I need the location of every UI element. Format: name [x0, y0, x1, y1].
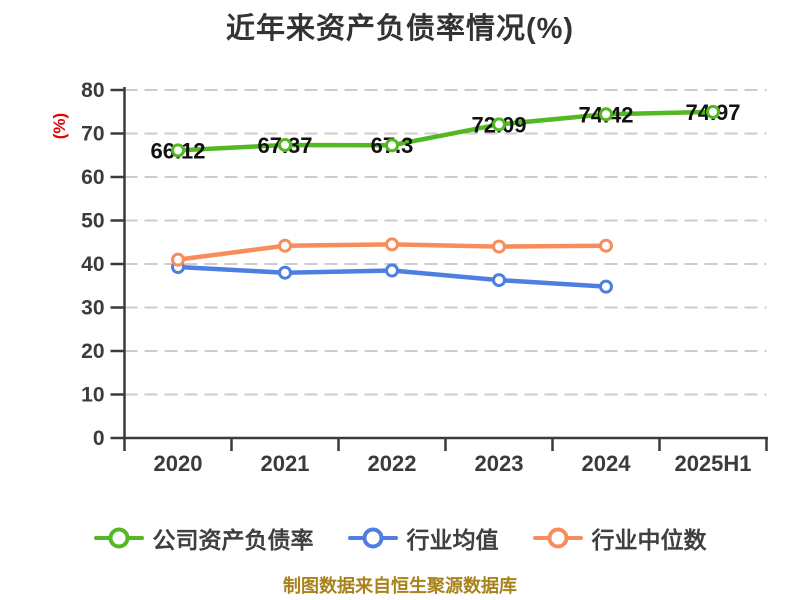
data-point-marker: [492, 273, 506, 288]
data-point-marker: [171, 252, 185, 267]
data-point-marker: [278, 238, 292, 253]
y-tick-label: 0: [93, 427, 105, 450]
data-point-marker: [599, 279, 613, 294]
legend-item-2[interactable]: 行业中位数: [532, 521, 707, 555]
x-tick-label: 2024: [582, 451, 632, 476]
y-tick-label: 30: [81, 297, 104, 320]
y-tick-label: 40: [81, 253, 104, 276]
legend-item-0[interactable]: 公司资产负债率: [93, 521, 314, 555]
y-tick-label: 50: [81, 210, 104, 233]
legend-label: 行业中位数: [591, 527, 707, 553]
x-tick-label: 2023: [475, 451, 524, 476]
legend-label: 行业均值: [406, 527, 499, 553]
data-point-marker: [171, 143, 185, 158]
data-point-marker: [706, 104, 720, 119]
legend: 公司资产负债率 行业均值 行业中位数: [0, 516, 800, 560]
data-point-marker: [492, 117, 506, 132]
legend-marker-icon: [532, 526, 583, 550]
x-tick-label: 2025H1: [674, 451, 751, 476]
y-tick-label: 20: [81, 340, 104, 363]
legend-item-1[interactable]: 行业均值: [347, 521, 499, 555]
plot-area: 0 10 20 30 40 50 60 70 80 2020 2021 2022 2023 2024 202…: [81, 79, 768, 476]
legend-label: 公司资产负债率: [152, 527, 314, 553]
legend-marker-icon: [93, 526, 144, 550]
data-point-marker: [385, 138, 399, 153]
y-tick-label: 60: [81, 166, 104, 189]
data-point-marker: [278, 265, 292, 280]
x-tick-label: 2021: [261, 451, 310, 476]
y-tick-label: 10: [81, 384, 104, 407]
data-point-marker: [599, 107, 613, 122]
legend-marker-icon: [347, 526, 398, 550]
y-tick-label: 80: [81, 79, 104, 102]
y-tick-label: 70: [81, 123, 104, 146]
x-tick-label: 2020: [154, 451, 203, 476]
data-point-marker: [599, 238, 613, 253]
series-line: [175, 109, 716, 153]
x-tick-label: 2022: [368, 451, 417, 476]
data-point-marker: [492, 239, 506, 254]
data-source-note: 制图数据来自恒生聚源数据库: [283, 576, 517, 596]
data-point-marker: [385, 263, 399, 278]
data-point-marker: [278, 137, 292, 152]
data-point-marker: [385, 237, 399, 252]
chart-title: 近年来资产负债率情况(%): [225, 13, 575, 45]
